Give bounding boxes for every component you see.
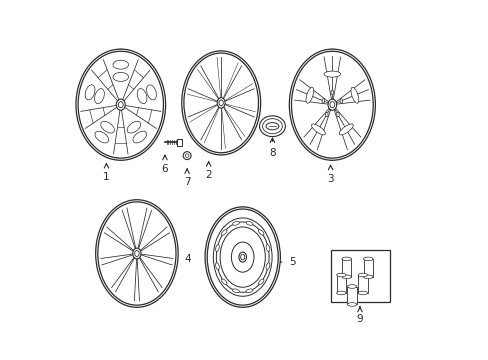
Ellipse shape xyxy=(265,245,269,252)
Ellipse shape xyxy=(357,291,367,295)
Ellipse shape xyxy=(289,49,375,160)
Ellipse shape xyxy=(133,248,141,259)
Ellipse shape xyxy=(231,242,253,272)
Text: 9: 9 xyxy=(356,314,363,324)
Ellipse shape xyxy=(350,87,358,103)
Text: 3: 3 xyxy=(326,174,333,184)
Ellipse shape xyxy=(245,289,252,293)
Ellipse shape xyxy=(341,275,351,279)
Text: 1: 1 xyxy=(103,172,109,182)
Ellipse shape xyxy=(336,112,339,117)
Bar xyxy=(330,250,389,302)
Ellipse shape xyxy=(113,60,128,69)
Bar xyxy=(341,259,351,277)
Ellipse shape xyxy=(101,121,114,133)
Bar xyxy=(346,287,356,305)
Ellipse shape xyxy=(311,124,325,135)
Ellipse shape xyxy=(336,291,346,295)
Ellipse shape xyxy=(259,116,285,136)
Ellipse shape xyxy=(215,263,219,270)
Ellipse shape xyxy=(215,245,219,252)
Ellipse shape xyxy=(322,99,324,103)
Ellipse shape xyxy=(346,285,356,288)
Text: 4: 4 xyxy=(184,254,190,264)
Bar xyxy=(336,275,346,293)
Ellipse shape xyxy=(265,263,269,270)
Ellipse shape xyxy=(336,273,346,277)
Text: 5: 5 xyxy=(288,257,295,267)
Ellipse shape xyxy=(232,289,239,293)
Text: 2: 2 xyxy=(205,170,211,180)
Ellipse shape xyxy=(357,273,367,277)
Ellipse shape xyxy=(240,255,244,260)
Ellipse shape xyxy=(330,90,333,95)
Ellipse shape xyxy=(134,251,139,256)
Ellipse shape xyxy=(133,131,146,143)
Text: 7: 7 xyxy=(183,177,190,187)
Ellipse shape xyxy=(339,99,342,103)
Ellipse shape xyxy=(221,279,226,284)
Ellipse shape xyxy=(325,112,327,117)
Ellipse shape xyxy=(346,303,356,306)
Ellipse shape xyxy=(341,257,351,261)
Ellipse shape xyxy=(232,221,239,225)
Ellipse shape xyxy=(363,275,372,279)
Ellipse shape xyxy=(183,152,191,159)
Ellipse shape xyxy=(217,98,224,108)
Ellipse shape xyxy=(113,72,128,81)
Ellipse shape xyxy=(94,89,104,104)
Ellipse shape xyxy=(96,200,178,307)
Ellipse shape xyxy=(78,51,163,158)
Ellipse shape xyxy=(146,85,156,100)
Ellipse shape xyxy=(95,131,108,143)
Text: 6: 6 xyxy=(161,163,168,174)
Ellipse shape xyxy=(185,154,188,157)
Ellipse shape xyxy=(219,100,223,106)
Ellipse shape xyxy=(305,87,313,103)
Ellipse shape xyxy=(262,119,282,134)
Ellipse shape xyxy=(221,230,226,235)
Ellipse shape xyxy=(183,53,258,153)
Ellipse shape xyxy=(207,209,278,305)
Ellipse shape xyxy=(76,49,165,160)
Ellipse shape xyxy=(137,89,147,104)
Ellipse shape xyxy=(182,51,260,155)
Ellipse shape xyxy=(204,207,280,307)
Ellipse shape xyxy=(327,99,336,110)
Ellipse shape xyxy=(363,257,372,261)
Ellipse shape xyxy=(245,221,252,225)
Bar xyxy=(177,139,182,145)
Bar xyxy=(357,275,367,293)
Ellipse shape xyxy=(98,202,176,305)
Ellipse shape xyxy=(239,252,246,262)
Text: 8: 8 xyxy=(268,148,275,158)
Ellipse shape xyxy=(258,230,264,235)
Ellipse shape xyxy=(118,102,123,108)
Bar xyxy=(363,259,372,277)
Ellipse shape xyxy=(116,99,125,110)
Ellipse shape xyxy=(291,51,372,158)
Ellipse shape xyxy=(127,121,141,133)
Ellipse shape xyxy=(85,85,95,100)
Ellipse shape xyxy=(329,102,334,108)
Ellipse shape xyxy=(324,71,340,77)
Ellipse shape xyxy=(258,279,264,284)
Ellipse shape xyxy=(339,124,352,135)
